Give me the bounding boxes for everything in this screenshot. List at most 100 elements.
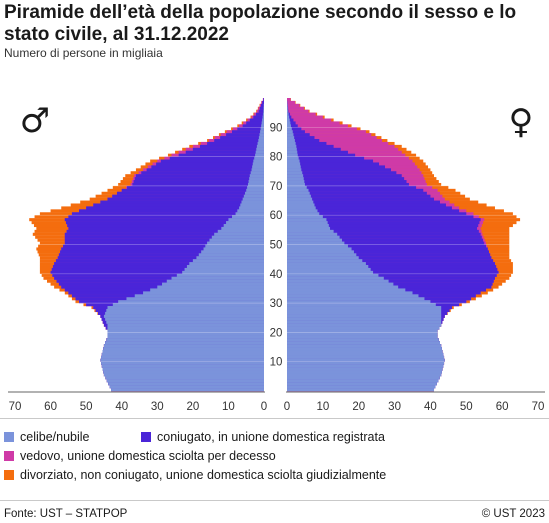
female-symbol-icon: ♀ [509,102,534,142]
female-bar-coniugato-age-51 [287,238,484,242]
male-bar-coniugato-age-96 [259,106,264,110]
female-bar-celibe-age-11 [287,355,445,359]
female-bar-coniugato-age-71 [287,180,407,184]
male-bar-coniugato-age-41 [51,267,265,272]
female-bar-coniugato-age-38 [287,276,495,280]
female-bar-celibe-age-96 [287,106,288,110]
male-bar-coniugato-age-67 [116,191,264,195]
male-bar-celibe-age-3 [106,379,265,383]
x-tick-right-0: 0 [284,401,290,413]
female-bar-celibe-age-7 [287,367,443,371]
female-bar-celibe-age-54 [287,229,334,233]
male-bar-celibe-age-61 [237,209,264,213]
female-bar-celibe-age-27 [287,308,442,313]
male-bar-celibe-age-56 [223,223,264,228]
female-bar-celibe-age-45 [287,256,359,260]
female-bar-celibe-age-38 [287,276,384,280]
female-bar-celibe-age-5 [287,373,442,377]
female-bar-celibe-age-32 [287,294,419,298]
female-bar-coniugato-age-89 [287,127,302,131]
female-bar-celibe-age-4 [287,376,440,380]
female-bar-coniugato-age-86 [287,136,315,140]
male-bar-celibe-age-26 [105,311,264,315]
male-bar-celibe-age-34 [150,288,264,292]
male-bar-celibe-age-71 [248,180,264,184]
male-bar-coniugato-age-63 [93,203,264,207]
male-bar-celibe-age-93 [262,115,264,119]
male-bar-coniugato-age-78 [160,159,264,163]
female-bar-celibe-age-24 [287,317,442,321]
female-bar-vedovo-age-99 [287,98,291,102]
female-bar-coniugato-age-81 [287,150,348,154]
female-bar-celibe-age-90 [287,124,291,128]
male-bar-celibe-age-66 [243,194,264,198]
female-bar-coniugato-age-41 [287,267,498,272]
female-bar-coniugato-age-61 [287,209,460,213]
male-bar-coniugato-age-75 [146,168,264,172]
female-bar-celibe-age-0 [287,388,435,392]
male-bar-celibe-age-63 [240,203,264,207]
female-bar-celibe-age-80 [287,153,298,157]
male-bar-celibe-age-57 [226,221,264,225]
female-bar-coniugato-age-91 [287,121,296,125]
female-bar-celibe-age-52 [287,235,340,239]
female-bar-celibe-age-66 [287,194,311,198]
male-bar-celibe-age-72 [249,177,264,181]
male-bar-coniugato-age-60 [71,212,264,216]
male-bar-coniugato-age-55 [68,226,264,230]
male-bar-celibe-age-28 [107,306,265,310]
female-bar-coniugato-age-69 [287,185,417,189]
female-bar-celibe-age-37 [287,279,389,283]
x-tick-right-20: 20 [352,401,365,413]
x-tick-right-70: 70 [532,401,545,413]
male-bar-celibe-age-23 [106,320,264,324]
male-bar-celibe-age-87 [259,133,264,137]
male-bar-coniugato-age-95 [258,109,264,113]
female-bar-coniugato-age-92 [287,118,294,122]
female-bar-coniugato-age-66 [287,194,431,198]
age-tick-label-20: 20 [270,327,283,339]
female-bar-celibe-age-88 [287,130,293,134]
female-bar-vedovo-age-98 [287,100,296,105]
female-bar-coniugato-age-79 [287,156,365,160]
female-bar-celibe-age-50 [287,241,345,245]
male-bar-coniugato-age-40 [50,270,264,274]
male-bar-celibe-age-62 [239,206,264,210]
female-bar-celibe-age-75 [287,168,302,172]
female-bar-celibe-age-94 [287,112,289,116]
legend-swatch-divorziato [4,470,14,480]
female-bar-coniugato-age-80 [287,153,356,157]
male-bar-coniugato-age-56 [67,223,264,228]
x-tick-right-40: 40 [424,401,437,413]
female-bar-celibe-age-12 [287,352,444,356]
male-bar-coniugato-age-80 [178,153,264,157]
female-bar-celibe-age-1 [287,385,436,389]
female-bar-coniugato-age-37 [287,279,494,283]
female-bar-celibe-age-13 [287,349,443,354]
female-bar-celibe-age-92 [287,118,290,122]
male-bar-celibe-age-92 [262,118,264,122]
male-bar-celibe-age-67 [245,191,264,195]
legend-item-divorziato: divorziato, non coniugato, unione domest… [4,468,386,482]
female-bar-celibe-age-55 [287,226,331,230]
x-tick-left-30: 30 [151,401,164,413]
female-bar-coniugato-age-54 [287,229,479,233]
female-bar-celibe-age-40 [287,270,374,274]
female-bar-coniugato-age-57 [287,221,480,225]
female-bar-vedovo-age-84 [287,141,389,146]
female-bar-coniugato-age-44 [287,259,494,263]
male-bar-coniugato-age-84 [207,141,264,146]
female-bar-coniugato-age-84 [287,141,327,146]
male-bar-celibe-age-60 [235,212,264,216]
female-bar-coniugato-age-72 [287,177,405,181]
age-tick-label-60: 60 [270,210,283,222]
female-bar-coniugato-age-58 [287,218,481,222]
male-bar-coniugato-age-73 [135,174,264,178]
male-bar-celibe-age-20 [107,329,265,333]
female-bar-celibe-age-81 [287,150,298,154]
male-bar-celibe-age-90 [261,124,264,128]
legend-item-coniugato: coniugato, in unione domestica registrat… [141,430,385,444]
male-bar-celibe-age-11 [101,355,264,359]
male-bar-celibe-age-12 [101,352,264,356]
